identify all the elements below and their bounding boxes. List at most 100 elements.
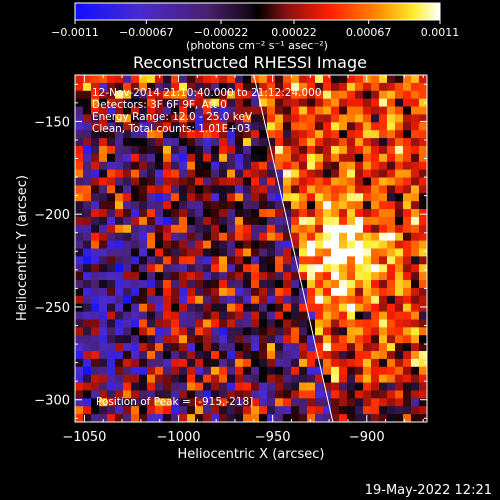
heatmap-cell: [291, 130, 300, 139]
heatmap-cell: [275, 406, 284, 415]
heatmap-cell: [147, 201, 156, 210]
heatmap-cell: [315, 272, 324, 281]
heatmap-cell: [363, 295, 372, 305]
heatmap-cell: [291, 287, 300, 297]
heatmap-cell: [243, 153, 252, 163]
heatmap-cell: [411, 343, 420, 352]
heatmap-cell: [387, 295, 396, 305]
heatmap-cell: [355, 224, 364, 234]
heatmap-cell: [211, 106, 220, 116]
heatmap-cell: [379, 272, 388, 281]
heatmap-cell: [139, 272, 148, 281]
heatmap-cell: [283, 256, 292, 265]
heatmap-cell: [243, 256, 252, 265]
heatmap-cell: [163, 138, 172, 147]
heatmap-cell: [291, 232, 300, 242]
heatmap-cell: [227, 248, 236, 257]
heatmap-cell: [83, 256, 92, 265]
heatmap-cell: [123, 161, 132, 171]
heatmap-cell: [123, 201, 132, 210]
heatmap-cell: [171, 414, 180, 422]
heatmap-cell: [283, 209, 292, 218]
heatmap-cell: [195, 374, 204, 384]
heatmap-cell: [355, 161, 364, 171]
heatmap-cell: [387, 232, 396, 242]
heatmap-cell: [395, 185, 404, 194]
heatmap-cell: [419, 303, 427, 313]
heatmap-cell: [155, 161, 164, 171]
heatmap-cell: [123, 122, 132, 131]
heatmap-cell: [179, 264, 188, 273]
heatmap-cell: [211, 177, 220, 187]
heatmap-cell: [211, 311, 220, 321]
heatmap-cell: [219, 130, 228, 139]
heatmap-cell: [179, 374, 188, 384]
heatmap-cell: [283, 161, 292, 171]
heatmap-cell: [243, 358, 252, 368]
heatmap-cell: [363, 358, 372, 368]
heatmap-cell: [251, 272, 260, 281]
heatmap-cell: [267, 303, 276, 313]
heatmap-cell: [251, 414, 260, 422]
heatmap-cell: [147, 256, 156, 265]
heatmap-cell: [299, 90, 308, 100]
heatmap-cell: [259, 130, 268, 139]
heatmap-cell: [291, 272, 300, 281]
heatmap-cell: [155, 351, 164, 360]
heatmap-cell: [227, 75, 236, 84]
heatmap-cell: [107, 82, 116, 92]
heatmap-cell: [227, 351, 236, 360]
heatmap-cell: [403, 130, 412, 139]
heatmap-cell: [203, 138, 212, 147]
heatmap-cell: [99, 106, 108, 116]
heatmap-cell: [115, 216, 124, 226]
heatmap-cell: [187, 106, 196, 116]
heatmap-cell: [339, 209, 348, 218]
heatmap-cell: [315, 145, 324, 155]
heatmap-cell: [219, 311, 228, 321]
heatmap-cell: [275, 343, 284, 352]
heatmap-cell: [187, 75, 196, 84]
heatmap-cell: [139, 311, 148, 321]
heatmap-cell: [403, 256, 412, 265]
heatmap-cell: [331, 169, 340, 179]
heatmap-cell: [355, 106, 364, 116]
heatmap-cell: [211, 343, 220, 352]
heatmap-cell: [267, 374, 276, 384]
heatmap-cell: [115, 161, 124, 171]
heatmap-cell: [371, 382, 380, 392]
heatmap-cell: [387, 145, 396, 155]
heatmap-cell: [331, 398, 340, 407]
heatmap-cell: [379, 343, 388, 352]
heatmap-cell: [371, 280, 380, 289]
heatmap-cell: [219, 216, 228, 226]
heatmap-cell: [347, 256, 356, 265]
heatmap-cell: [123, 351, 132, 360]
heatmap-cell: [347, 374, 356, 384]
heatmap-cell: [387, 327, 396, 336]
heatmap-cell: [411, 240, 420, 250]
heatmap-cell: [243, 185, 252, 194]
heatmap-cell: [291, 98, 300, 108]
heatmap-cell: [179, 138, 188, 147]
heatmap-cell: [411, 406, 420, 415]
heatmap-cell: [83, 303, 92, 313]
heatmap-cell: [139, 138, 148, 147]
heatmap-cell: [211, 327, 220, 336]
heatmap-cell: [267, 343, 276, 352]
heatmap-cell: [291, 256, 300, 265]
heatmap-cell: [347, 414, 356, 422]
heatmap-cell: [403, 122, 412, 131]
heatmap-cell: [107, 193, 116, 202]
heatmap-cell: [331, 232, 340, 242]
heatmap-cell: [371, 185, 380, 194]
heatmap-cell: [299, 145, 308, 155]
heatmap-cell: [275, 272, 284, 281]
heatmap-cell: [75, 138, 84, 147]
heatmap-cell: [291, 82, 300, 92]
heatmap-cell: [331, 295, 340, 305]
heatmap-cell: [315, 414, 324, 422]
heatmap-cell: [235, 153, 244, 163]
heatmap-cell: [243, 311, 252, 321]
heatmap-cell: [131, 185, 140, 194]
